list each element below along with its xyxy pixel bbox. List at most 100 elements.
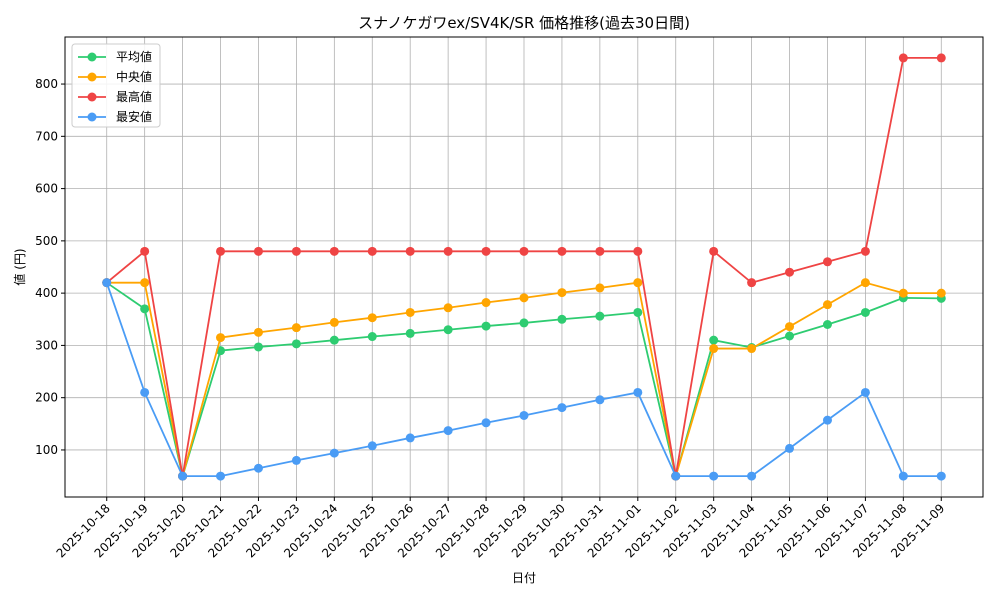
legend-marker [87,52,97,62]
legend-label: 最安値 [116,109,152,124]
marker [671,471,681,481]
marker [367,246,377,256]
legend-marker [87,72,97,82]
marker [443,303,453,313]
marker [253,463,263,473]
marker [595,246,605,256]
marker [709,344,719,354]
marker [291,323,301,333]
x-axis-label: 日付 [512,571,536,585]
marker [329,335,339,345]
legend-box [71,43,161,128]
series [102,53,946,481]
marker [557,246,567,256]
marker [216,471,226,481]
legend-marker [87,92,97,102]
marker [405,433,415,443]
marker [633,278,643,288]
marker [747,344,757,354]
marker [102,278,112,288]
marker [709,335,719,345]
marker [443,426,453,436]
marker [785,322,795,332]
marker [822,300,832,310]
marker [595,283,605,293]
legend-marker [87,112,97,122]
marker [405,328,415,338]
marker [253,246,263,256]
marker [519,410,529,420]
marker [329,448,339,458]
marker [747,278,757,288]
marker [291,339,301,349]
y-tick-label: 800 [35,77,58,91]
marker [822,320,832,329]
marker [785,267,795,277]
marker [405,307,415,317]
marker [860,307,870,317]
marker [785,331,795,341]
y-tick-label: 700 [35,129,58,143]
marker [140,246,150,256]
marker [633,307,643,317]
marker [253,327,263,337]
marker [443,246,453,256]
legend-label: 平均値 [116,49,152,64]
y-tick-label: 600 [35,182,58,196]
marker [709,471,719,481]
marker [860,387,870,397]
marker [140,387,150,397]
marker [633,246,643,256]
legend-label: 中央値 [116,69,152,84]
y-tick-label: 100 [35,443,58,457]
marker [291,246,301,256]
marker [405,246,415,256]
marker [443,325,453,335]
marker [140,304,150,314]
marker [140,278,150,288]
marker [481,246,491,256]
marker [936,288,946,298]
y-tick-label: 500 [35,234,58,248]
marker [481,298,491,308]
marker [557,403,567,413]
marker [898,471,908,481]
marker [329,317,339,327]
marker [595,395,605,405]
chart-title: スナノケガワex/SV4K/SR 価格推移(過去30日間) [358,14,690,32]
y-axis-label: 値 (円) [12,248,27,285]
marker [860,278,870,288]
marker [519,318,529,328]
marker [519,293,529,303]
marker [481,418,491,428]
marker [785,443,795,453]
marker [822,257,832,267]
marker [898,288,908,298]
series [102,278,946,481]
marker [481,321,491,331]
marker [822,415,832,425]
marker [936,471,946,481]
marker [557,288,567,298]
series [102,278,946,481]
marker [633,387,643,397]
plot-frame [64,36,984,498]
y-tick-label: 300 [35,338,58,352]
marker [253,342,263,352]
marker [519,246,529,256]
marker [860,246,870,256]
marker [747,471,757,481]
marker [329,246,339,256]
y-tick-label: 200 [35,391,58,405]
marker [291,455,301,465]
marker [367,332,377,342]
marker [178,471,188,481]
marker [709,246,719,256]
marker [898,53,908,63]
marker [216,333,226,343]
legend-label: 最高値 [116,89,152,104]
marker [367,441,377,451]
marker [367,313,377,323]
marker [936,53,946,63]
